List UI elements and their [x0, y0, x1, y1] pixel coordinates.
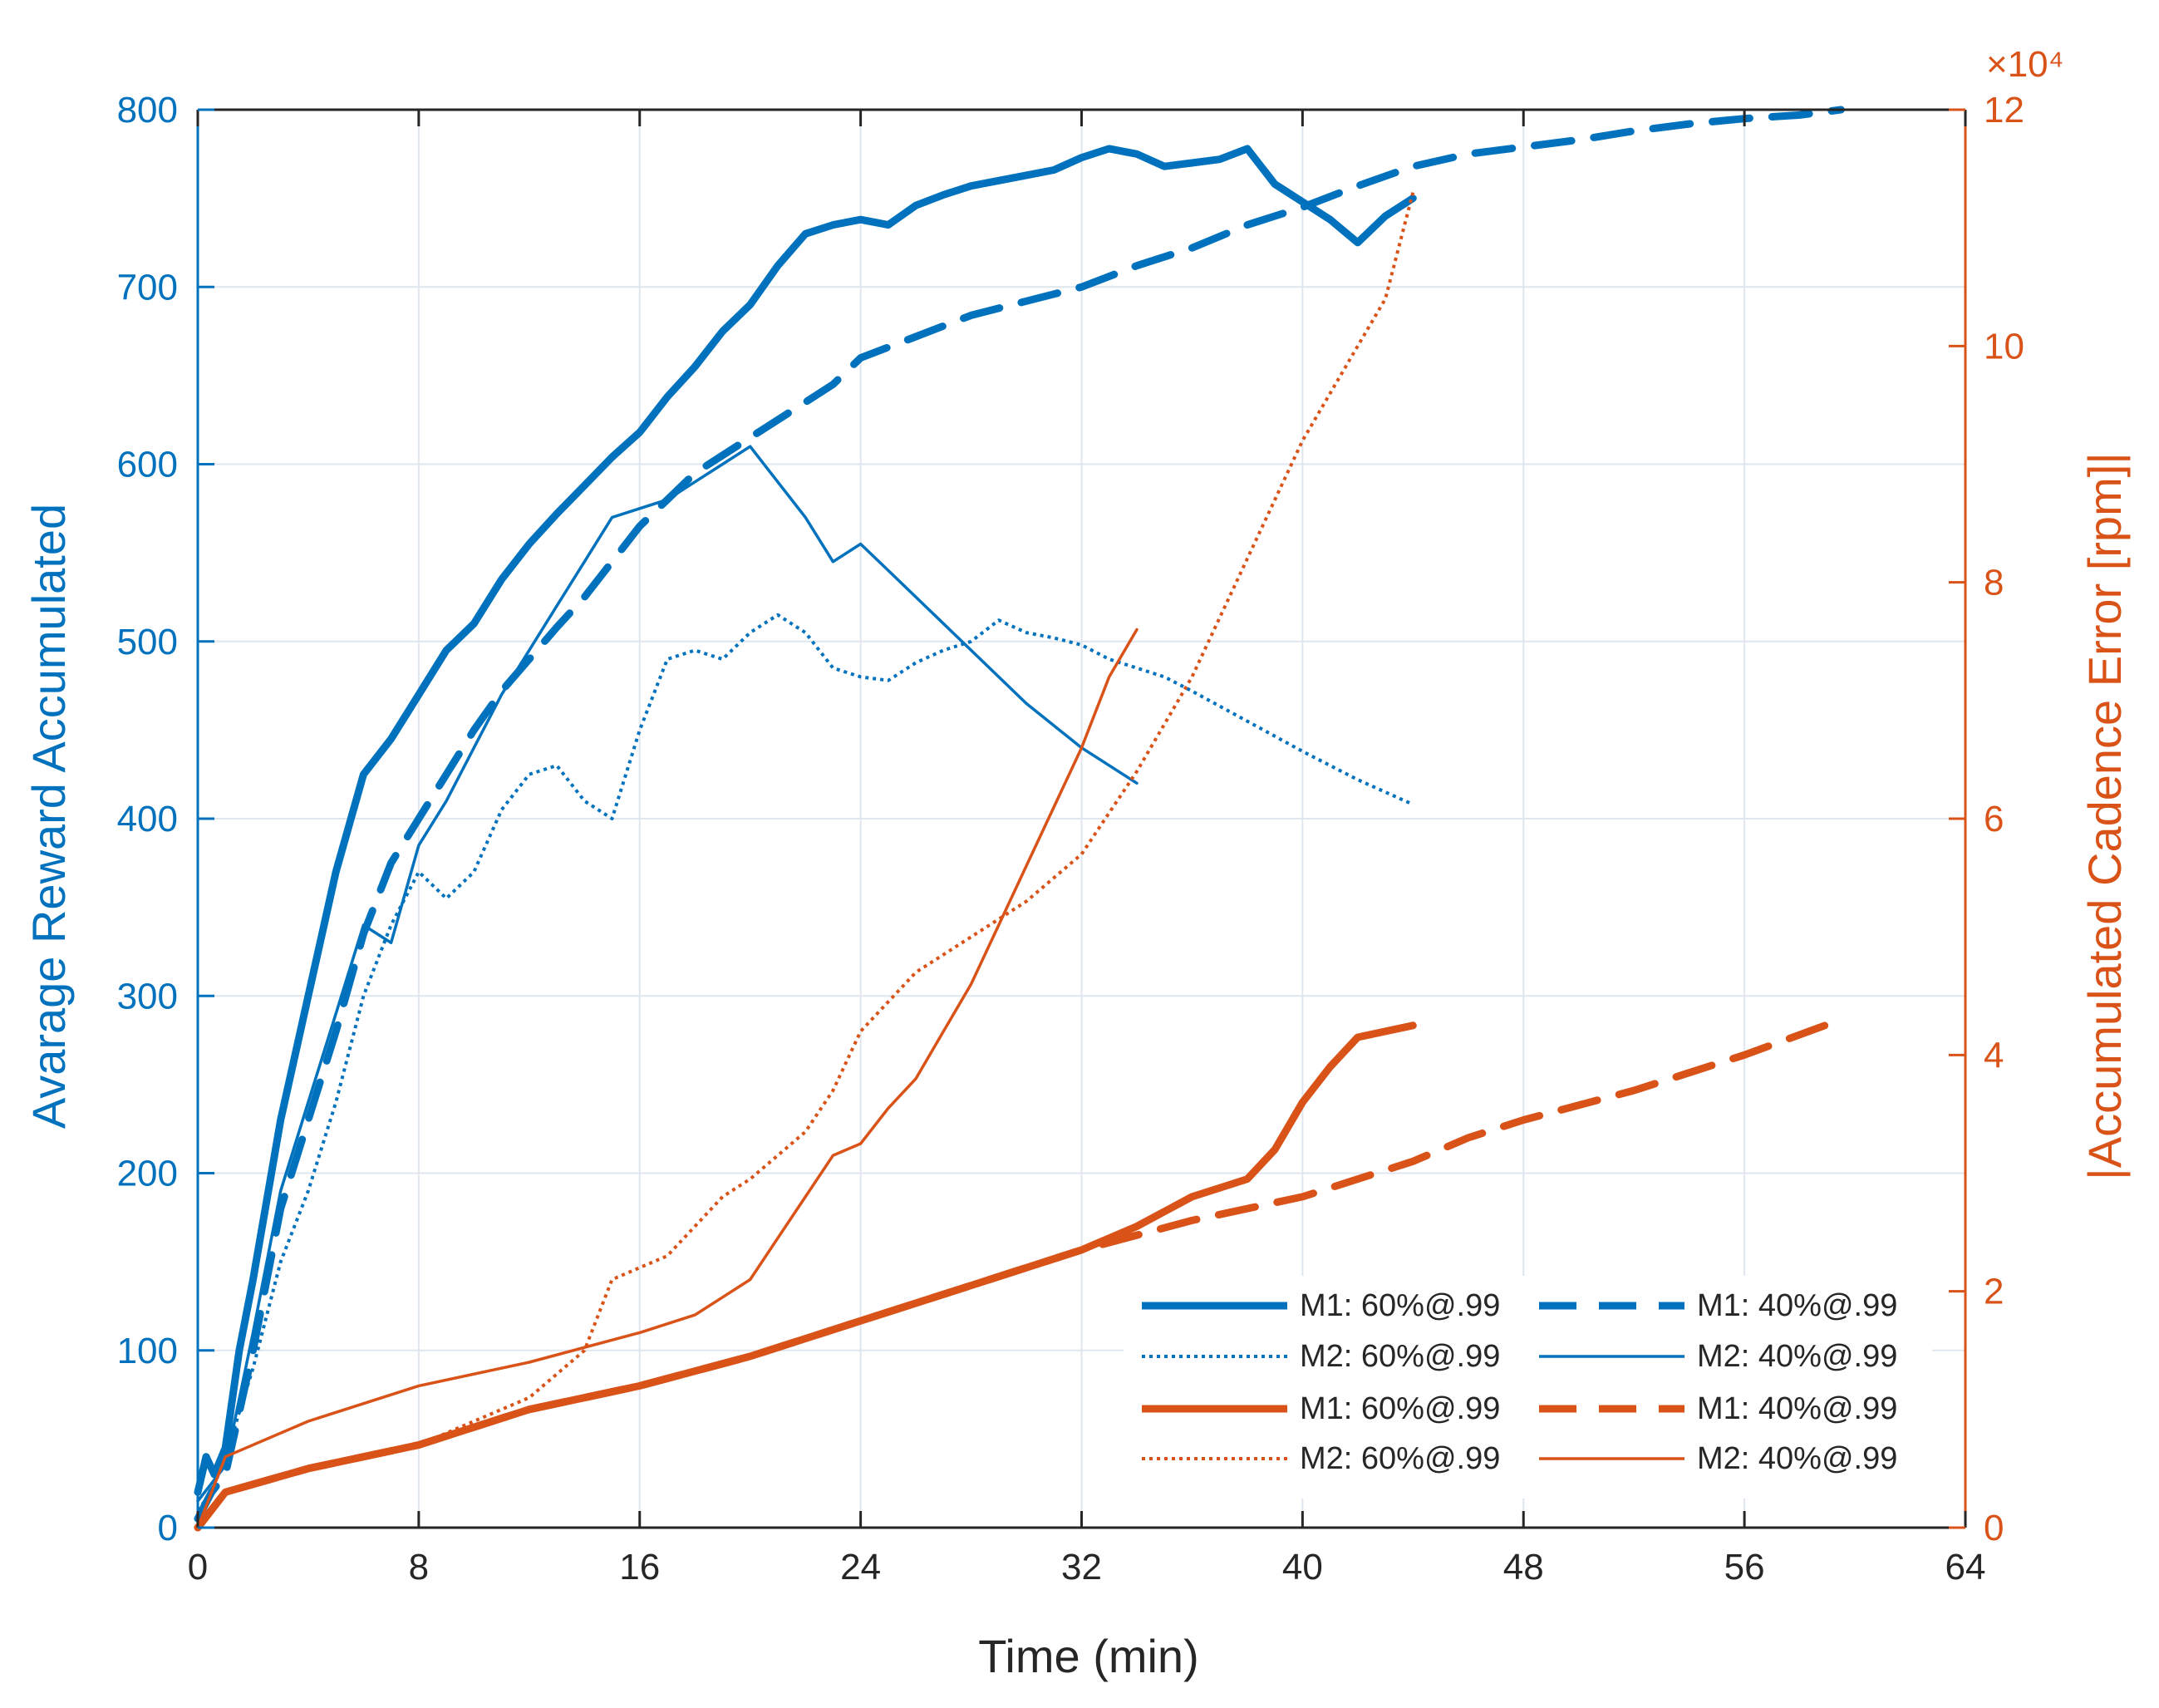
left-tick-label: 0 — [158, 1508, 178, 1548]
legend-label: M1: 60%@.99 — [1300, 1288, 1500, 1323]
right-axis-multiplier: ×10⁴ — [1986, 44, 2064, 85]
series-line-m2-40-left — [196, 445, 1139, 1503]
x-tick-label: 40 — [1282, 1547, 1323, 1587]
right-tick-label: 4 — [1984, 1035, 2004, 1075]
right-axis-title: |Accumulated Cadence Error [rpm]| — [2078, 452, 2131, 1180]
x-tick-label: 24 — [840, 1547, 881, 1587]
x-tick-label: 32 — [1061, 1547, 1102, 1587]
series-line-m2-40-right — [196, 628, 1139, 1529]
left-tick-label: 100 — [117, 1331, 178, 1371]
tick-labels: 0 8 16 24 32 40 48 56 64010020030040050060070080… — [117, 90, 2024, 1587]
left-tick-label: 400 — [117, 799, 178, 839]
left-tick-label: 200 — [117, 1154, 178, 1194]
left-tick-label: 600 — [117, 445, 178, 485]
x-tick-label: 8 — [409, 1547, 429, 1587]
right-tick-label: 2 — [1984, 1272, 2004, 1312]
legend-label: M2: 40%@.99 — [1697, 1441, 1897, 1476]
series-line-m2-60-left — [196, 613, 1414, 1511]
right-tick-label: 10 — [1984, 326, 2024, 367]
legend-label: M2: 40%@.99 — [1697, 1339, 1897, 1374]
right-tick-label: 12 — [1984, 90, 2024, 130]
series-line-m1-60-left — [194, 145, 1417, 1496]
legend-label: M1: 40%@.99 — [1697, 1288, 1897, 1323]
series-line-m1-40-right — [194, 1016, 1845, 1532]
legend-label: M2: 60%@.99 — [1300, 1441, 1500, 1476]
legend-label: M2: 60%@.99 — [1300, 1339, 1500, 1374]
left-axis-title: Avarage Reward Accumulated — [22, 504, 75, 1129]
series-line-m1-40-left — [194, 106, 1845, 1523]
x-tick-label: 0 — [188, 1547, 208, 1587]
x-tick-label: 48 — [1503, 1547, 1544, 1587]
x-tick-label: 56 — [1724, 1547, 1765, 1587]
legend-label: M1: 40%@.99 — [1697, 1391, 1897, 1426]
series-layer — [194, 106, 1845, 1532]
x-tick-label: 64 — [1945, 1547, 1986, 1587]
x-axis-title: Time (min) — [978, 1630, 1198, 1682]
legend-label: M1: 60%@.99 — [1300, 1391, 1500, 1426]
right-tick-label: 6 — [1984, 799, 2004, 839]
right-tick-label: 0 — [1984, 1508, 2004, 1548]
left-tick-label: 800 — [117, 90, 178, 130]
axes-frame — [196, 108, 1967, 1529]
series-line-m2-60-right — [196, 191, 1415, 1529]
left-tick-label: 300 — [117, 976, 178, 1016]
right-tick-label: 8 — [1984, 563, 2004, 603]
legend: M1: 60%@.99 M1: 40%@.99 M2: 60%@.99 M2: 40%… — [1124, 1276, 1932, 1499]
legend-box — [1124, 1276, 1932, 1499]
left-tick-label: 700 — [117, 267, 178, 308]
left-tick-label: 500 — [117, 622, 178, 662]
x-tick-label: 16 — [619, 1547, 660, 1587]
